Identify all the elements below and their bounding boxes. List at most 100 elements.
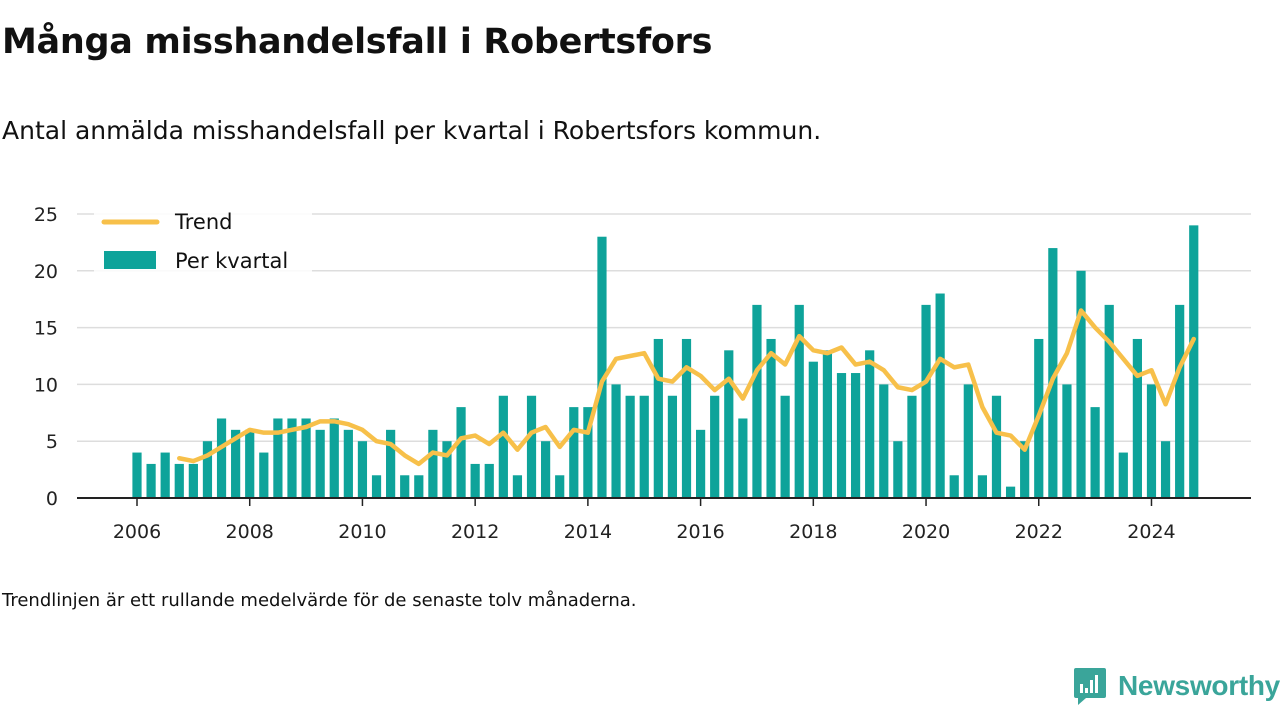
bar — [836, 373, 847, 498]
brand-logo: Newsworthy — [1072, 666, 1280, 706]
bar — [498, 395, 508, 498]
bar — [667, 395, 678, 498]
chart-subtitle: Antal anmälda misshandelsfall per kvarta… — [2, 116, 822, 145]
x-tick-label: 2010 — [338, 521, 386, 543]
bar — [386, 429, 396, 498]
bar — [1020, 441, 1030, 498]
bar — [1175, 304, 1185, 498]
bar — [1090, 407, 1100, 498]
y-tick-label: 25 — [34, 204, 58, 226]
x-tick-label: 2024 — [1127, 521, 1175, 543]
bar — [231, 429, 241, 498]
bar — [935, 293, 945, 498]
bar — [146, 463, 156, 498]
bar — [245, 429, 255, 498]
bar — [949, 475, 959, 498]
bar — [456, 407, 466, 498]
bar — [639, 395, 649, 498]
x-tick-label: 2022 — [1015, 521, 1063, 543]
legend: Trend Per kvartal — [94, 207, 312, 283]
bar — [1062, 384, 1072, 498]
bar — [287, 418, 297, 498]
bar — [893, 441, 903, 498]
bar — [625, 395, 635, 498]
legend-trend-label: Trend — [174, 210, 232, 234]
bar — [808, 361, 818, 498]
bar — [512, 475, 523, 498]
bar — [879, 384, 889, 498]
bar — [1104, 304, 1114, 498]
legend-bar-swatch — [104, 251, 156, 269]
bar — [1076, 270, 1086, 498]
bar — [583, 407, 593, 498]
bar — [907, 395, 917, 498]
bar — [1160, 441, 1171, 498]
bar — [132, 452, 142, 498]
bar — [710, 395, 720, 498]
bar — [259, 452, 269, 498]
y-axis-ticks: 0 5 10 15 20 25 — [34, 204, 58, 510]
y-tick-label: 5 — [46, 431, 58, 453]
bar — [738, 418, 748, 498]
bar — [1005, 486, 1016, 498]
bar — [470, 463, 480, 498]
chart-title: Många misshandelsfall i Robertsfors — [2, 22, 713, 62]
bar — [526, 395, 537, 498]
bar — [850, 373, 861, 498]
x-tick-label: 2008 — [226, 521, 274, 543]
bar — [597, 236, 607, 498]
bar — [1048, 248, 1058, 498]
bar — [188, 463, 198, 498]
bar — [315, 429, 325, 498]
y-tick-label: 0 — [46, 488, 58, 510]
bar — [484, 463, 494, 498]
bar — [428, 429, 438, 498]
bar — [273, 418, 283, 498]
bar — [371, 475, 382, 498]
bar — [865, 350, 875, 498]
bar — [780, 395, 790, 498]
y-tick-label: 20 — [34, 261, 58, 283]
bar — [977, 475, 987, 498]
bar — [921, 304, 931, 498]
y-tick-label: 15 — [34, 318, 58, 340]
footnote: Trendlinjen är ett rullande medelvärde f… — [2, 590, 637, 611]
bar — [724, 350, 734, 498]
bar — [174, 463, 184, 498]
bar — [400, 475, 410, 498]
x-axis-ticks: 2006 2008 2010 2012 2014 2016 2018 2020 2022 2024 — [113, 498, 1176, 543]
bar — [216, 418, 227, 498]
trend-series — [177, 308, 1196, 467]
bar — [766, 338, 776, 498]
legend-bar-label: Per kvartal — [175, 249, 288, 273]
x-tick-label: 2016 — [676, 521, 724, 543]
bar — [541, 441, 551, 498]
bar — [1189, 225, 1199, 499]
x-tick-label: 2020 — [902, 521, 950, 543]
x-tick-label: 2018 — [789, 521, 837, 543]
bar — [414, 475, 424, 498]
bar — [442, 441, 452, 498]
bar-series — [132, 225, 1199, 499]
bar — [822, 350, 833, 498]
trend-line — [177, 308, 1196, 467]
bar — [653, 338, 663, 498]
y-tick-label: 10 — [34, 374, 58, 396]
x-tick-label: 2012 — [451, 521, 499, 543]
x-tick-label: 2014 — [564, 521, 612, 543]
bar — [752, 304, 762, 498]
brand-name: Newsworthy — [1118, 670, 1280, 701]
bar — [357, 441, 368, 498]
bar — [301, 418, 311, 498]
bar — [794, 304, 804, 498]
bar — [343, 429, 353, 498]
bar — [569, 407, 579, 498]
bar — [1132, 338, 1142, 498]
bar — [160, 452, 170, 498]
bar — [202, 441, 213, 498]
bar — [696, 429, 706, 498]
bar — [681, 338, 692, 498]
bar — [611, 384, 621, 498]
bar — [555, 475, 565, 498]
